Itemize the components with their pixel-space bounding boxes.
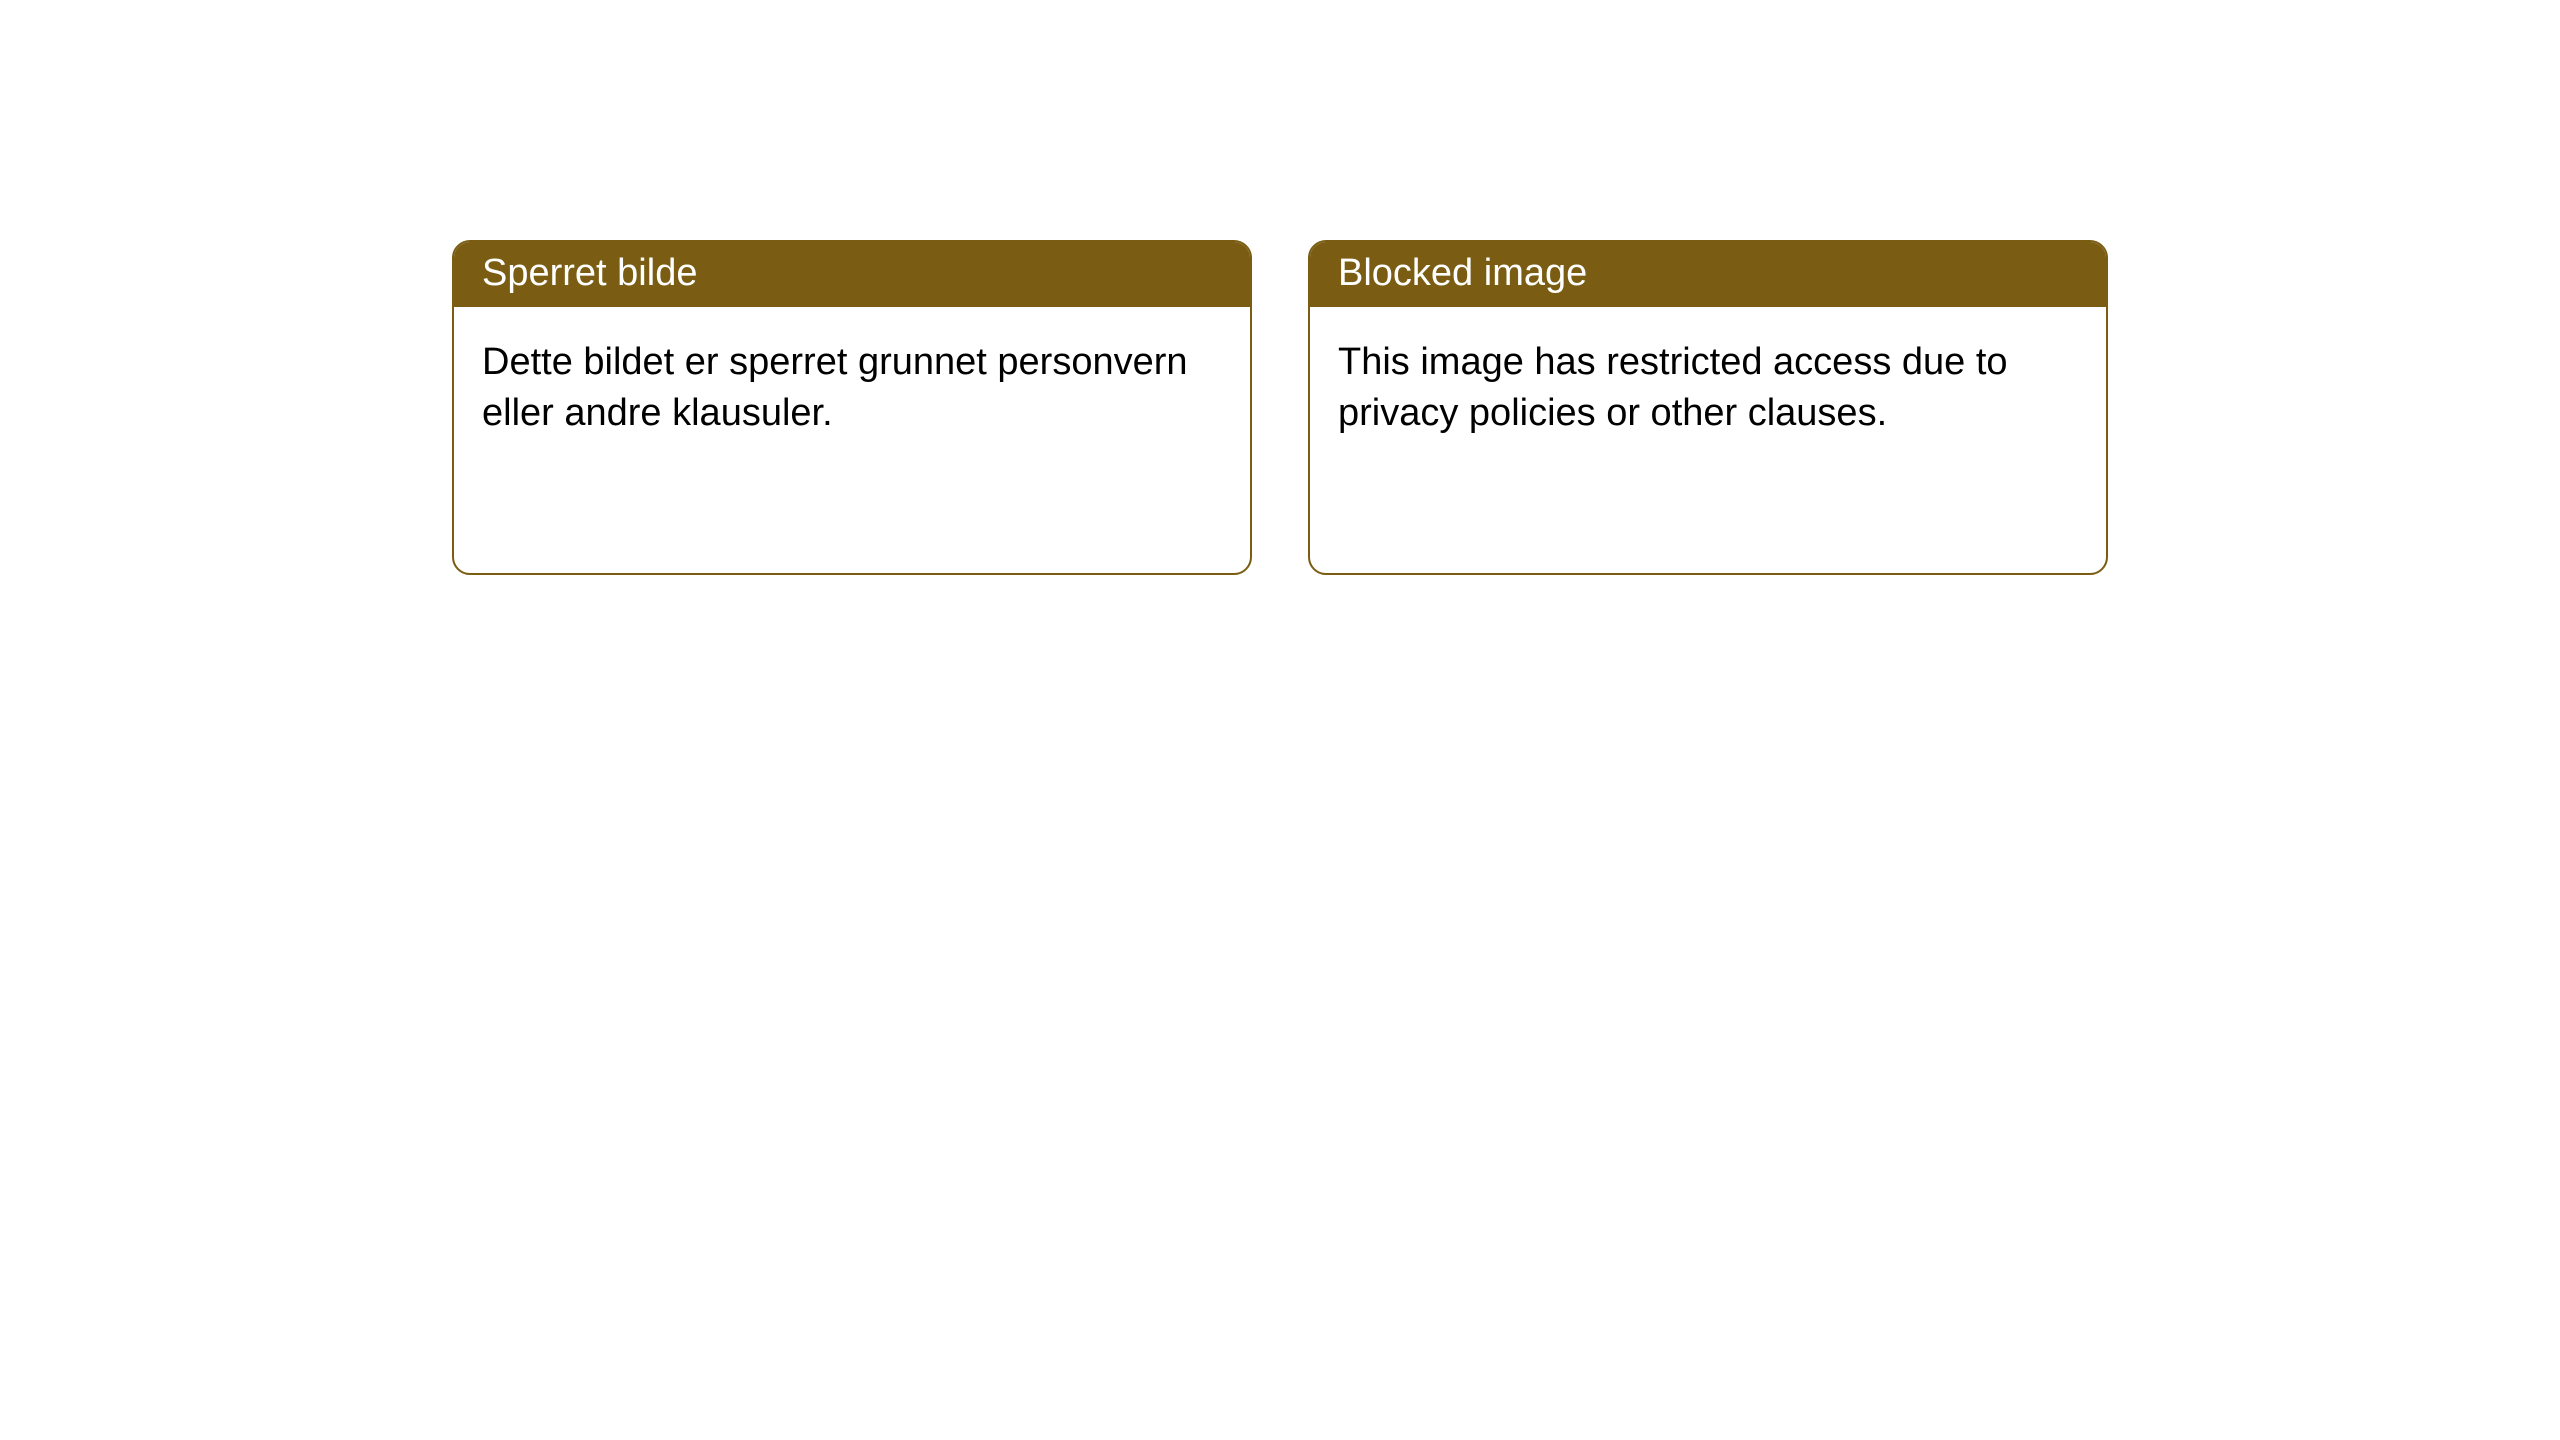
card-header: Sperret bilde (454, 242, 1250, 307)
card-header-text: Blocked image (1338, 252, 1587, 294)
card-body: This image has restricted access due to … (1310, 307, 2106, 470)
card-header-text: Sperret bilde (482, 252, 697, 294)
notice-cards-container: Sperret bilde Dette bildet er sperret gr… (0, 240, 2560, 575)
card-body: Dette bildet er sperret grunnet personve… (454, 307, 1250, 470)
card-header: Blocked image (1310, 242, 2106, 307)
notice-card-norwegian: Sperret bilde Dette bildet er sperret gr… (452, 240, 1252, 575)
card-body-text: Dette bildet er sperret grunnet personve… (482, 341, 1188, 434)
notice-card-english: Blocked image This image has restricted … (1308, 240, 2108, 575)
card-body-text: This image has restricted access due to … (1338, 341, 2008, 434)
